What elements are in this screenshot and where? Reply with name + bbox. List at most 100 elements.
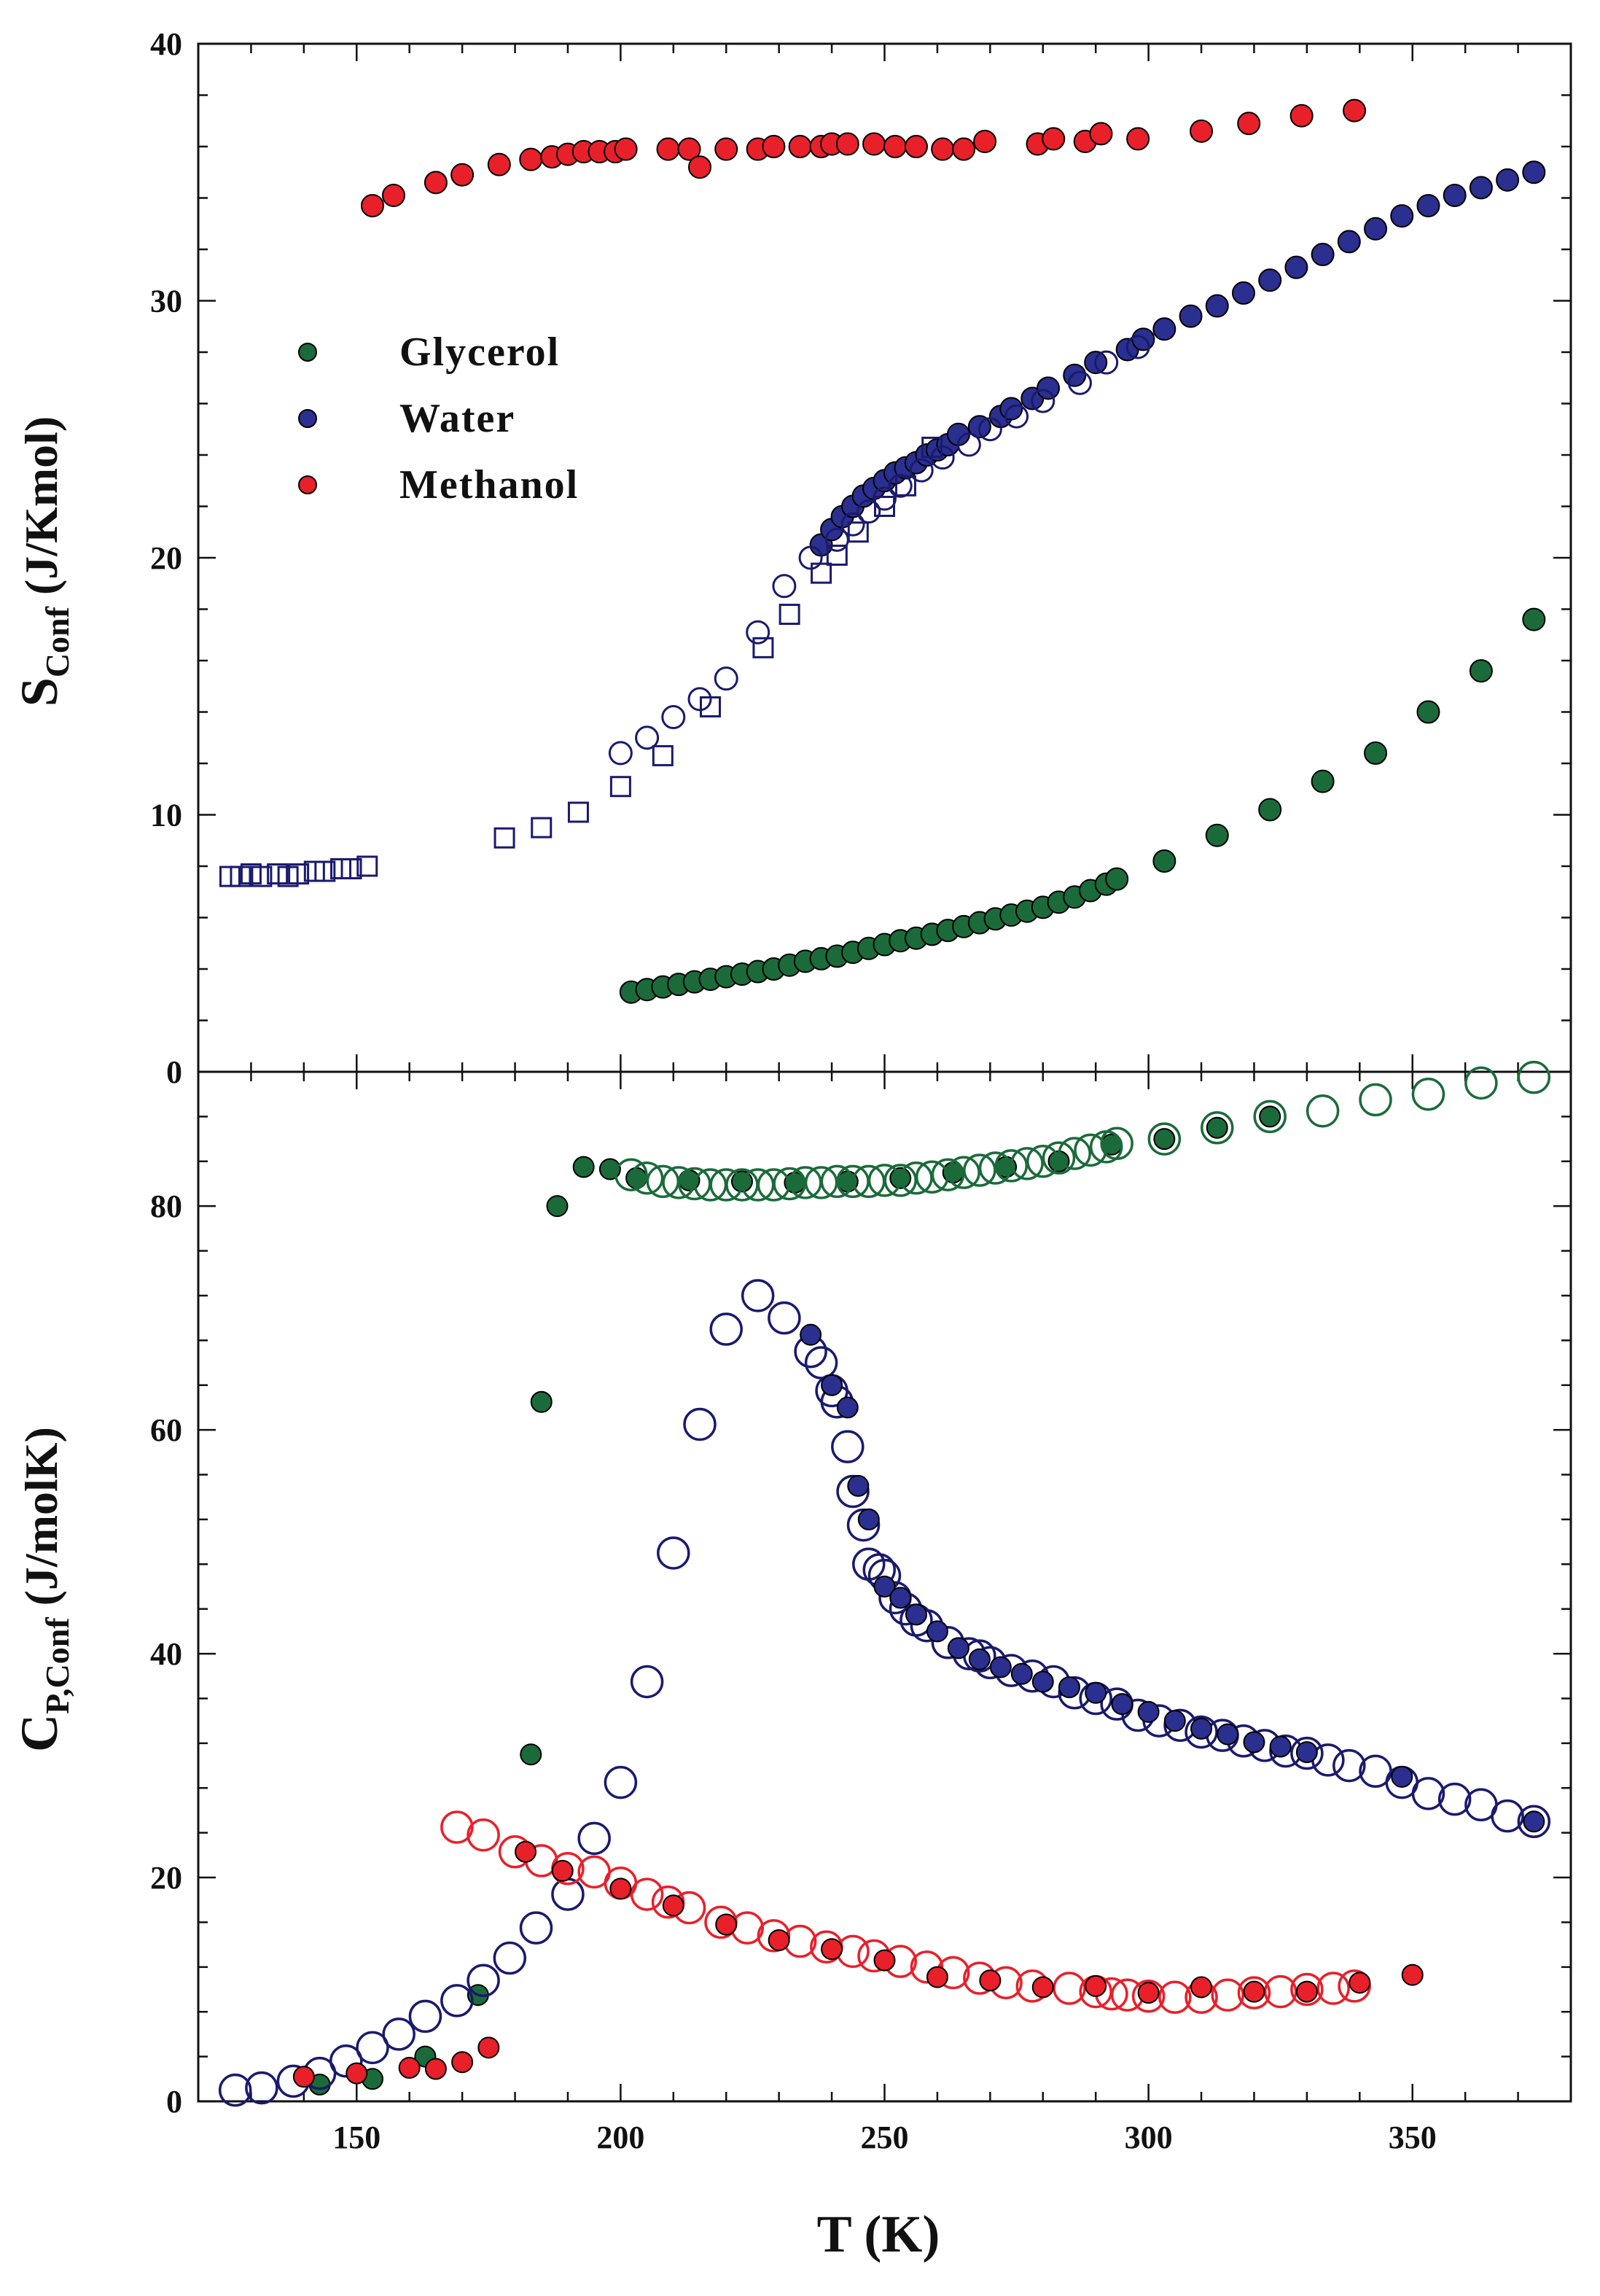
data-point xyxy=(1131,1979,1166,2013)
data-point xyxy=(1190,1976,1213,1999)
data-point xyxy=(1253,1100,1287,1134)
data-point xyxy=(630,1877,664,1911)
top-y-tick-label: 40 xyxy=(150,26,182,62)
data-point xyxy=(546,1195,569,1218)
data-point xyxy=(873,1949,896,1972)
data-point xyxy=(1190,1717,1213,1740)
data-point xyxy=(1031,1670,1054,1693)
data-point xyxy=(1243,1980,1265,2003)
data-point xyxy=(677,137,701,161)
data-point xyxy=(1131,327,1155,351)
data-point xyxy=(963,1153,996,1187)
top-y-axis-title: SConf (J/Kmol) xyxy=(10,416,76,707)
bottom-y-axis-title: CP,Conf (J/molK) xyxy=(10,1427,76,1752)
data-point xyxy=(218,2073,252,2107)
bottom-x-tick-label: 150 xyxy=(332,2120,381,2155)
data-point xyxy=(1311,243,1335,267)
data-point xyxy=(883,135,907,158)
data-point xyxy=(656,137,680,161)
data-point xyxy=(1031,1976,1054,1999)
data-point xyxy=(883,1164,917,1197)
data-point xyxy=(915,1160,949,1194)
bottom-series-glycerol-filled xyxy=(308,1105,1281,2095)
bottom-x-tick-label: 350 xyxy=(1389,2120,1437,2155)
data-point xyxy=(1258,798,1282,822)
bottom-series-water-filled xyxy=(800,1323,1545,1833)
top-series-water-open-circles xyxy=(608,335,1150,766)
bottom-series-methanol-filled xyxy=(292,1840,1424,2088)
data-point xyxy=(741,1279,775,1312)
data-point xyxy=(715,1913,738,1936)
data-point xyxy=(857,1508,880,1530)
data-point xyxy=(1058,1137,1091,1170)
data-point xyxy=(1147,1122,1182,1156)
data-point xyxy=(519,1911,553,1945)
data-point xyxy=(888,473,913,498)
data-point xyxy=(609,1877,632,1900)
data-point xyxy=(288,863,310,885)
data-point xyxy=(251,865,273,887)
bottom-series-glycerol-open xyxy=(614,1060,1551,1202)
data-point xyxy=(382,2017,415,2051)
data-point xyxy=(905,1603,927,1626)
data-point xyxy=(909,458,934,483)
x-axis-title: T (K) xyxy=(817,2205,940,2263)
data-point xyxy=(614,137,638,161)
data-point xyxy=(847,521,869,543)
data-point xyxy=(1349,1972,1371,1994)
data-point xyxy=(1295,1741,1318,1764)
legend-label-water: Water xyxy=(399,396,515,441)
data-point xyxy=(840,512,865,537)
data-point xyxy=(894,475,916,497)
legend-marker-water xyxy=(298,409,317,428)
data-point xyxy=(811,562,832,584)
data-point xyxy=(1100,1126,1133,1160)
data-point xyxy=(1258,268,1282,292)
data-point xyxy=(608,741,633,766)
data-point xyxy=(714,666,738,691)
data-point xyxy=(346,2062,368,2085)
data-point xyxy=(931,1158,965,1191)
data-point xyxy=(709,1312,743,1346)
data-point xyxy=(1289,104,1314,128)
data-point xyxy=(1158,1980,1192,2015)
bottom-x-tick-label: 300 xyxy=(1125,2120,1173,2155)
bottom-series-water-open xyxy=(218,1279,1551,2107)
data-point xyxy=(1401,1964,1424,1986)
top-y-tick-label: 10 xyxy=(150,798,182,833)
data-point xyxy=(381,183,405,207)
data-point xyxy=(1523,1810,1545,1833)
data-point xyxy=(947,1637,969,1659)
data-point xyxy=(1042,127,1066,151)
data-point xyxy=(1237,1976,1271,2009)
data-point xyxy=(973,129,997,153)
data-point xyxy=(862,132,886,156)
data-point xyxy=(821,1938,843,1961)
data-point xyxy=(1517,1060,1551,1094)
bottom-x-tick-label: 250 xyxy=(861,2120,909,2155)
data-point xyxy=(831,1430,865,1463)
data-point xyxy=(531,817,553,838)
data-point xyxy=(1522,160,1546,184)
data-point xyxy=(1058,1676,1080,1699)
data-point xyxy=(1295,1980,1318,2003)
data-point xyxy=(1496,168,1520,192)
data-point xyxy=(614,1158,648,1191)
data-point xyxy=(1243,1731,1265,1754)
data-point xyxy=(994,1149,1029,1183)
data-point xyxy=(1163,1710,1186,1732)
data-point xyxy=(1105,867,1129,891)
data-point xyxy=(1053,1972,1086,2005)
data-point xyxy=(989,1656,1012,1678)
data-point xyxy=(956,432,981,457)
data-point xyxy=(609,776,631,798)
data-point xyxy=(874,496,895,517)
top-series-water-open-squares xyxy=(219,436,943,887)
data-point xyxy=(340,858,362,880)
data-point xyxy=(873,1576,896,1598)
data-point xyxy=(836,1396,859,1419)
data-point xyxy=(835,132,859,156)
top-y-tick-label: 30 xyxy=(150,284,182,319)
data-point xyxy=(530,1390,553,1413)
